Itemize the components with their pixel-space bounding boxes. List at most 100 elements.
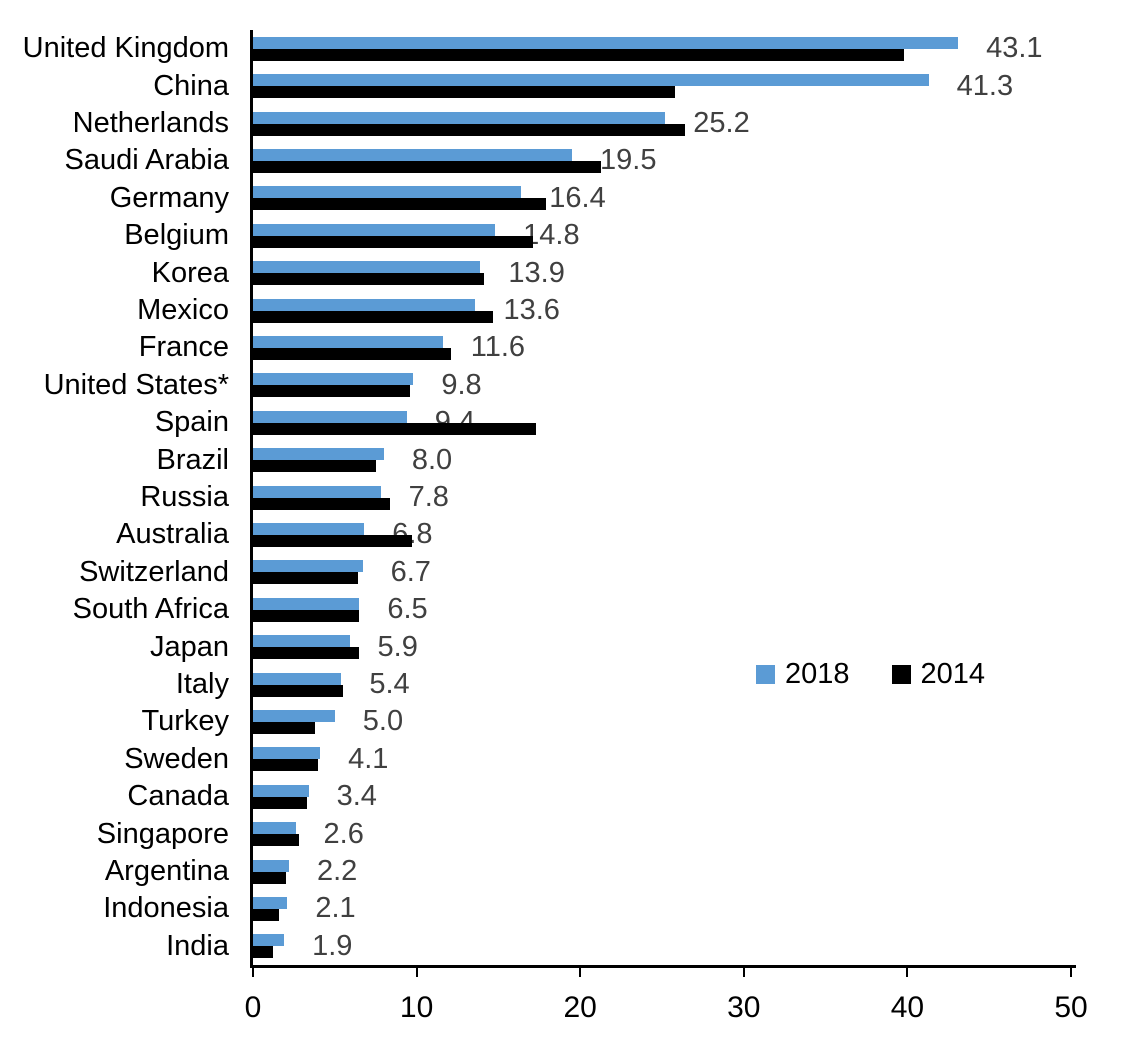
value-label: 5.0 [362, 705, 404, 738]
value-label: 11.6 [470, 331, 526, 364]
value-label: 5.4 [369, 667, 410, 700]
bar-2014 [253, 460, 376, 473]
tick-label: 0 [244, 991, 262, 1024]
bar-2018 [253, 522, 365, 535]
tick-label: 20 [563, 991, 597, 1024]
category-label: Indonesia [103, 892, 229, 925]
category-label: China [153, 69, 229, 102]
bar-2018 [253, 747, 321, 760]
tick-mark [742, 968, 745, 977]
bar-2014 [253, 48, 905, 61]
tick-mark [906, 968, 909, 977]
bar-2014 [253, 759, 319, 772]
tick-mark [1070, 968, 1072, 977]
category-label: Switzerland [79, 555, 229, 588]
value-label: 2.2 [316, 854, 358, 887]
category-label: Italy [175, 667, 229, 700]
category-label: Korea [151, 256, 229, 289]
legend-item-2018: 2018 [756, 660, 850, 689]
bar-2018 [253, 298, 476, 311]
bar-2018 [253, 672, 342, 685]
bar-2018 [253, 223, 496, 236]
value-label: 13.6 [503, 293, 560, 326]
bar-2018 [253, 709, 335, 722]
bar-2014 [253, 497, 391, 510]
bar-2018 [253, 111, 666, 124]
legend-swatch-2018 [756, 665, 775, 684]
value-label: 25.2 [693, 106, 750, 139]
bar-2018 [253, 410, 407, 423]
value-label: 1.9 [312, 929, 353, 962]
y-axis-line [250, 30, 253, 968]
value-label: 5.9 [377, 630, 418, 663]
tick-label: 50 [1054, 991, 1088, 1024]
bar-2014 [253, 684, 343, 697]
category-label: France [138, 331, 229, 364]
bar-2018 [253, 448, 384, 461]
tick-mark [252, 968, 254, 977]
bar-2018 [253, 373, 414, 386]
bar-2014 [253, 647, 360, 660]
category-label: United Kingdom [22, 32, 229, 65]
value-label: 3.4 [336, 780, 377, 813]
bar-2014 [253, 572, 358, 585]
bar-2018 [253, 822, 296, 835]
legend-item-2014: 2014 [891, 658, 986, 690]
x-axis-line [250, 965, 1076, 968]
category-label: Mexico [137, 293, 229, 326]
value-label: 2.6 [323, 817, 364, 850]
bar-2018 [253, 859, 289, 872]
bar-2018 [253, 148, 573, 161]
category-label: Japan [149, 630, 229, 663]
category-label: Germany [109, 181, 229, 214]
category-label: South Africa [72, 593, 229, 626]
bar-2014 [253, 123, 685, 136]
category-label: United States* [43, 368, 229, 401]
bar-2014 [253, 86, 676, 99]
bar-2018 [253, 784, 309, 797]
bar-2014 [253, 834, 299, 847]
category-label: Argentina [104, 854, 229, 887]
category-label: Sweden [124, 742, 229, 775]
bar-2014 [253, 422, 537, 435]
bar-2014 [253, 347, 451, 360]
bar-2014 [253, 534, 412, 547]
category-label: Canada [127, 780, 229, 813]
category-label: Russia [140, 480, 229, 513]
category-label: Saudi Arabia [64, 144, 229, 177]
bar-2018 [253, 896, 288, 909]
bar-2018 [253, 597, 360, 610]
category-label: Spain [154, 406, 229, 439]
value-label: 13.9 [508, 256, 565, 289]
category-label: India [166, 929, 229, 962]
legend-swatch-2014 [891, 665, 911, 684]
bar-2014 [253, 796, 307, 809]
tick-mark [579, 968, 582, 977]
bar-2014 [253, 235, 533, 248]
bar-2014 [253, 946, 273, 959]
bar-2018 [253, 74, 929, 87]
category-label: Turkey [141, 705, 229, 738]
bar-2018 [253, 934, 285, 947]
value-label: 16.4 [549, 181, 606, 214]
category-label: Singapore [96, 817, 229, 850]
category-label: Australia [116, 518, 229, 551]
tick-mark [415, 968, 418, 977]
bar-2014 [253, 385, 411, 398]
bar-2018 [253, 186, 522, 199]
tick-label: 30 [727, 991, 761, 1024]
bar-2014 [253, 908, 280, 921]
value-label: 8.0 [411, 443, 453, 476]
legend: 2018 2014 [756, 660, 985, 689]
value-label: 9.8 [441, 368, 482, 401]
category-label: Brazil [156, 443, 229, 476]
tick-label: 10 [399, 991, 434, 1024]
bar-2018 [253, 261, 481, 274]
category-label: Netherlands [72, 106, 229, 139]
bar-2014 [253, 160, 602, 173]
value-label: 6.5 [387, 593, 428, 626]
legend-label-2014: 2014 [920, 658, 986, 690]
bar-2014 [253, 871, 286, 884]
bar-2014 [253, 273, 484, 286]
bar-2014 [253, 721, 316, 734]
